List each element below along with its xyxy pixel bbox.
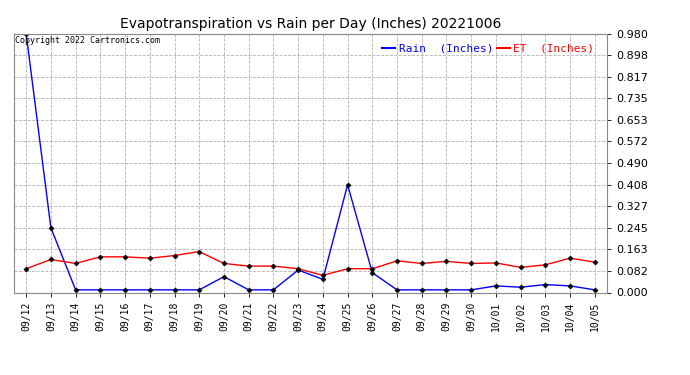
ET  (Inches) bbox=[591, 260, 599, 264]
Legend: Rain  (Inches), ET  (Inches): Rain (Inches), ET (Inches) bbox=[377, 39, 599, 58]
ET  (Inches) bbox=[393, 259, 401, 263]
Rain  (Inches) bbox=[220, 274, 228, 279]
ET  (Inches) bbox=[170, 253, 179, 258]
Rain  (Inches) bbox=[541, 282, 549, 287]
ET  (Inches) bbox=[146, 256, 154, 260]
ET  (Inches) bbox=[269, 264, 277, 268]
Rain  (Inches) bbox=[269, 288, 277, 292]
Rain  (Inches) bbox=[368, 270, 377, 275]
Line: Rain  (Inches): Rain (Inches) bbox=[24, 32, 597, 292]
ET  (Inches) bbox=[541, 262, 549, 267]
Title: Evapotranspiration vs Rain per Day (Inches) 20221006: Evapotranspiration vs Rain per Day (Inch… bbox=[120, 17, 501, 31]
ET  (Inches) bbox=[220, 261, 228, 266]
Rain  (Inches) bbox=[492, 284, 500, 288]
Rain  (Inches) bbox=[121, 288, 129, 292]
ET  (Inches) bbox=[566, 256, 574, 260]
Rain  (Inches) bbox=[96, 288, 104, 292]
Rain  (Inches) bbox=[344, 183, 352, 187]
ET  (Inches) bbox=[442, 259, 451, 264]
Rain  (Inches) bbox=[393, 288, 401, 292]
ET  (Inches) bbox=[47, 257, 55, 262]
Rain  (Inches) bbox=[566, 284, 574, 288]
Rain  (Inches) bbox=[294, 268, 302, 272]
ET  (Inches) bbox=[121, 255, 129, 259]
Rain  (Inches) bbox=[319, 277, 327, 282]
Rain  (Inches) bbox=[591, 288, 599, 292]
ET  (Inches) bbox=[344, 267, 352, 271]
Rain  (Inches) bbox=[417, 288, 426, 292]
ET  (Inches) bbox=[319, 273, 327, 278]
Rain  (Inches) bbox=[195, 288, 204, 292]
ET  (Inches) bbox=[517, 265, 525, 270]
ET  (Inches) bbox=[22, 267, 30, 271]
ET  (Inches) bbox=[244, 264, 253, 268]
Rain  (Inches) bbox=[47, 226, 55, 230]
ET  (Inches) bbox=[492, 261, 500, 265]
Rain  (Inches) bbox=[244, 288, 253, 292]
ET  (Inches) bbox=[294, 267, 302, 271]
ET  (Inches) bbox=[195, 249, 204, 254]
Line: ET  (Inches): ET (Inches) bbox=[24, 250, 597, 277]
Rain  (Inches) bbox=[72, 288, 80, 292]
Rain  (Inches) bbox=[517, 285, 525, 290]
ET  (Inches) bbox=[368, 267, 377, 271]
Rain  (Inches) bbox=[467, 288, 475, 292]
ET  (Inches) bbox=[467, 261, 475, 266]
ET  (Inches) bbox=[72, 261, 80, 266]
Rain  (Inches) bbox=[442, 288, 451, 292]
ET  (Inches) bbox=[96, 255, 104, 259]
Text: Copyright 2022 Cartronics.com: Copyright 2022 Cartronics.com bbox=[15, 36, 160, 45]
ET  (Inches) bbox=[417, 261, 426, 266]
Rain  (Inches) bbox=[170, 288, 179, 292]
Rain  (Inches) bbox=[146, 288, 154, 292]
Rain  (Inches) bbox=[22, 32, 30, 36]
